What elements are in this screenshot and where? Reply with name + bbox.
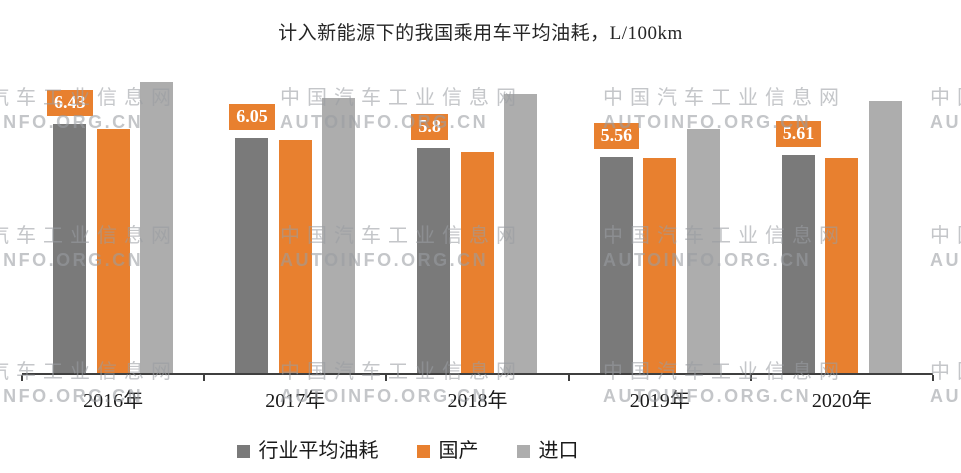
bar-domestic-2017年: [278, 140, 312, 373]
bar-imported-2018年: [504, 94, 538, 373]
legend: 行业平均油耗 国产 进口: [0, 438, 815, 464]
bar-industry-average-2019年: [599, 157, 633, 373]
watermark-text-url: AUTOINFO.ORG.CN: [930, 250, 961, 270]
x-axis-label-2020年: 2020年: [811, 390, 872, 412]
bar-industry-average-2016年: [53, 124, 86, 373]
data-label-2020年: 5.61: [775, 121, 822, 147]
watermark-text-cn: 中 国 汽 车 工 业 信 息 网: [930, 225, 961, 247]
bar-domestic-2018年: [460, 152, 494, 373]
watermark-text-cn: 中 国 汽 车 工 业 信 息 网: [280, 87, 517, 109]
bar-imported-2020年: [868, 101, 902, 373]
data-label-2019年: 5.56: [593, 123, 640, 149]
bar-industry-average-2020年: [781, 155, 815, 373]
x-axis-line: [22, 373, 933, 375]
watermark-tile: 中 国 汽 车 工 业 信 息 网 AUTOINFO.ORG.CN: [930, 86, 961, 134]
data-label-2017年: 6.05: [229, 104, 275, 130]
legend-swatch-imported: [516, 444, 530, 458]
watermark-tile: 中 国 汽 车 工 业 信 息 网 AUTOINFO.ORG.CN: [280, 86, 517, 134]
bar-industry-average-2018年: [417, 148, 451, 373]
bar-industry-average-2017年: [235, 138, 269, 373]
legend-label-imported: 进口: [538, 440, 579, 462]
x-axis-label-2019年: 2019年: [629, 390, 690, 412]
x-axis-tick: [567, 375, 570, 381]
legend-swatch-domestic: [416, 444, 430, 458]
data-label-2018年: 5.8: [411, 114, 448, 140]
bar-domestic-2019年: [643, 158, 677, 373]
bar-imported-2019年: [686, 129, 720, 373]
watermark-text-url: AUTOINFO.ORG.CN: [280, 112, 489, 132]
chart-title: 计入新能源下的我国乘用车平均油耗，L/100km: [278, 23, 683, 44]
watermark-tile: 中 国 汽 车 工 业 信 息 网 AUTOINFO.ORG.CN: [930, 224, 961, 272]
x-axis-label-2018年: 2018年: [447, 390, 508, 412]
watermark-text-cn: 中 国 汽 车 工 业 信 息 网: [603, 87, 840, 109]
bar-domestic-2016年: [96, 129, 130, 373]
watermark-text-cn: 中 国 汽 车 工 业 信 息 网: [930, 361, 961, 383]
watermark-tile: 中 国 汽 车 工 业 信 息 网 AUTOINFO.ORG.CN: [930, 360, 961, 408]
legend-swatch-industry-average: [236, 444, 250, 458]
x-axis-tick: [385, 375, 388, 381]
legend-item-imported: 进口: [516, 440, 579, 462]
x-axis-tick: [21, 375, 23, 381]
bar-imported-2016年: [140, 82, 173, 373]
watermark-text-url: AUTOINFO.ORG.CN: [930, 386, 961, 406]
x-axis-tick: [203, 375, 206, 381]
x-axis-tick: [932, 375, 934, 381]
legend-label-industry-average: 行业平均油耗: [258, 440, 379, 462]
legend-item-industry-average: 行业平均油耗: [236, 440, 379, 462]
legend-label-domestic: 国产: [438, 440, 479, 462]
x-axis-label-2016年: 2016年: [83, 390, 144, 412]
legend-item-domestic: 国产: [416, 440, 479, 462]
x-axis-label-2017年: 2017年: [265, 390, 326, 412]
watermark-text-cn: 中 国 汽 车 工 业 信 息 网: [930, 87, 961, 109]
watermark-text-url: AUTOINFO.ORG.CN: [930, 112, 961, 132]
data-label-2016年: 6.43: [47, 90, 93, 116]
x-axis-tick: [749, 375, 752, 381]
bar-imported-2017年: [322, 98, 356, 373]
bar-domestic-2020年: [825, 158, 859, 373]
